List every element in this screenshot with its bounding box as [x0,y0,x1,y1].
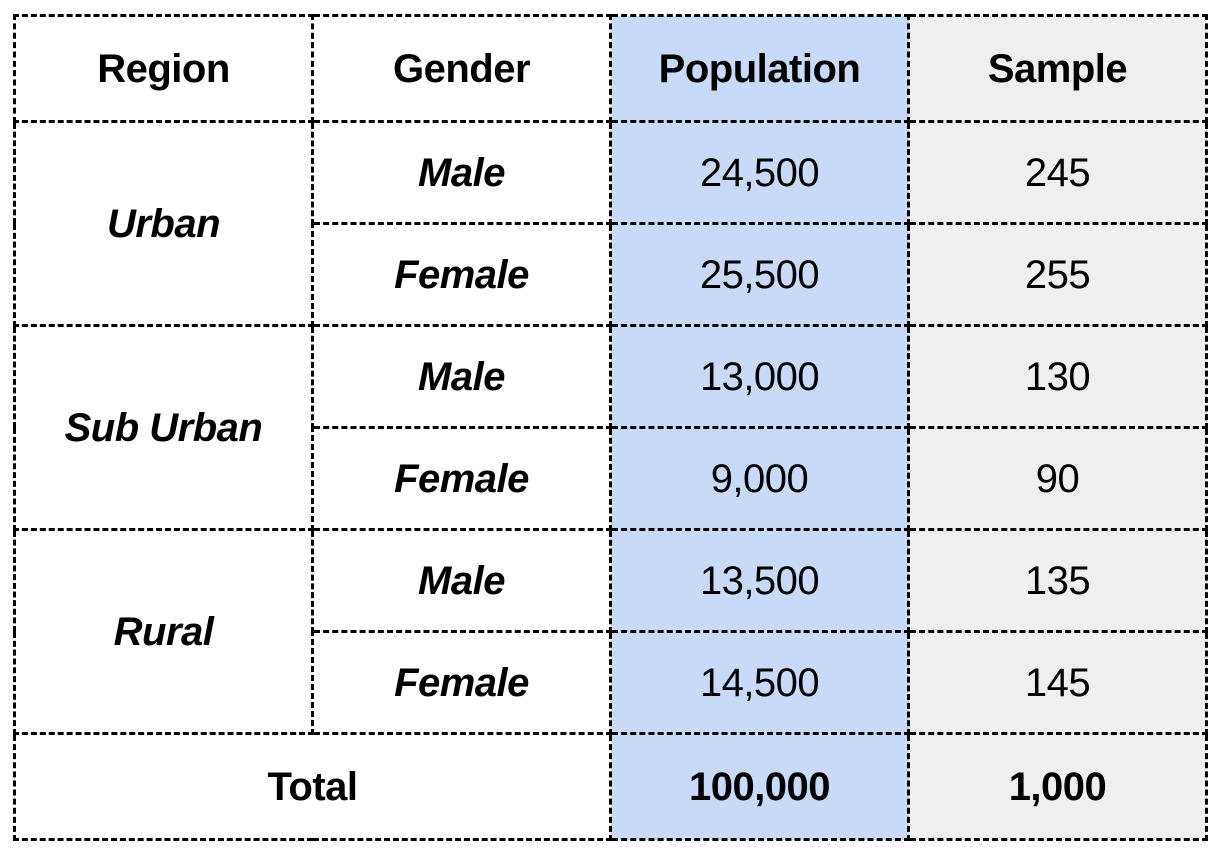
population-cell: 13,500 [609,528,910,633]
population-cell: 25,500 [609,222,910,327]
gender-cell: Female [311,630,612,735]
region-cell-urban: Urban [13,120,314,327]
population-cell: 24,500 [609,120,910,225]
table-header-row: Region Gender Population Sample [13,14,1208,123]
region-cell-rural: Rural [13,528,314,735]
table-row: Rural Male 13,500 135 [13,528,1208,735]
gender-cell: Female [311,222,612,327]
sample-cell: 135 [907,528,1208,633]
sample-cell: 130 [907,324,1208,429]
population-cell: 14,500 [609,630,910,735]
stratified-sampling-table: Region Gender Population Sample Urban Ma… [13,14,1208,841]
column-header-gender: Gender [311,14,612,123]
sample-cell: 255 [907,222,1208,327]
total-population-cell: 100,000 [609,732,910,841]
sample-cell: 145 [907,630,1208,735]
column-header-sample: Sample [907,14,1208,123]
table-total-row: Total 100,000 1,000 [13,732,1208,841]
table-row: Female 14,500 145 [15,630,1208,735]
table-row: Urban Male 24,500 245 [13,120,1208,327]
region-cell-sub-urban: Sub Urban [13,324,314,531]
population-cell: 13,000 [609,324,910,429]
total-sample-cell: 1,000 [907,732,1208,841]
table-row: Female 9,000 90 [15,426,1208,531]
gender-cell: Male [311,324,612,429]
column-header-region: Region [13,14,314,123]
sample-cell: 90 [907,426,1208,531]
table-row: Sub Urban Male 13,000 130 [13,324,1208,531]
total-label-cell: Total [13,732,612,841]
gender-cell: Female [311,426,612,531]
gender-cell: Male [311,528,612,633]
sample-cell: 245 [907,120,1208,225]
table-row: Female 25,500 255 [15,222,1208,327]
column-header-population: Population [609,14,910,123]
gender-cell: Male [311,120,612,225]
population-cell: 9,000 [609,426,910,531]
